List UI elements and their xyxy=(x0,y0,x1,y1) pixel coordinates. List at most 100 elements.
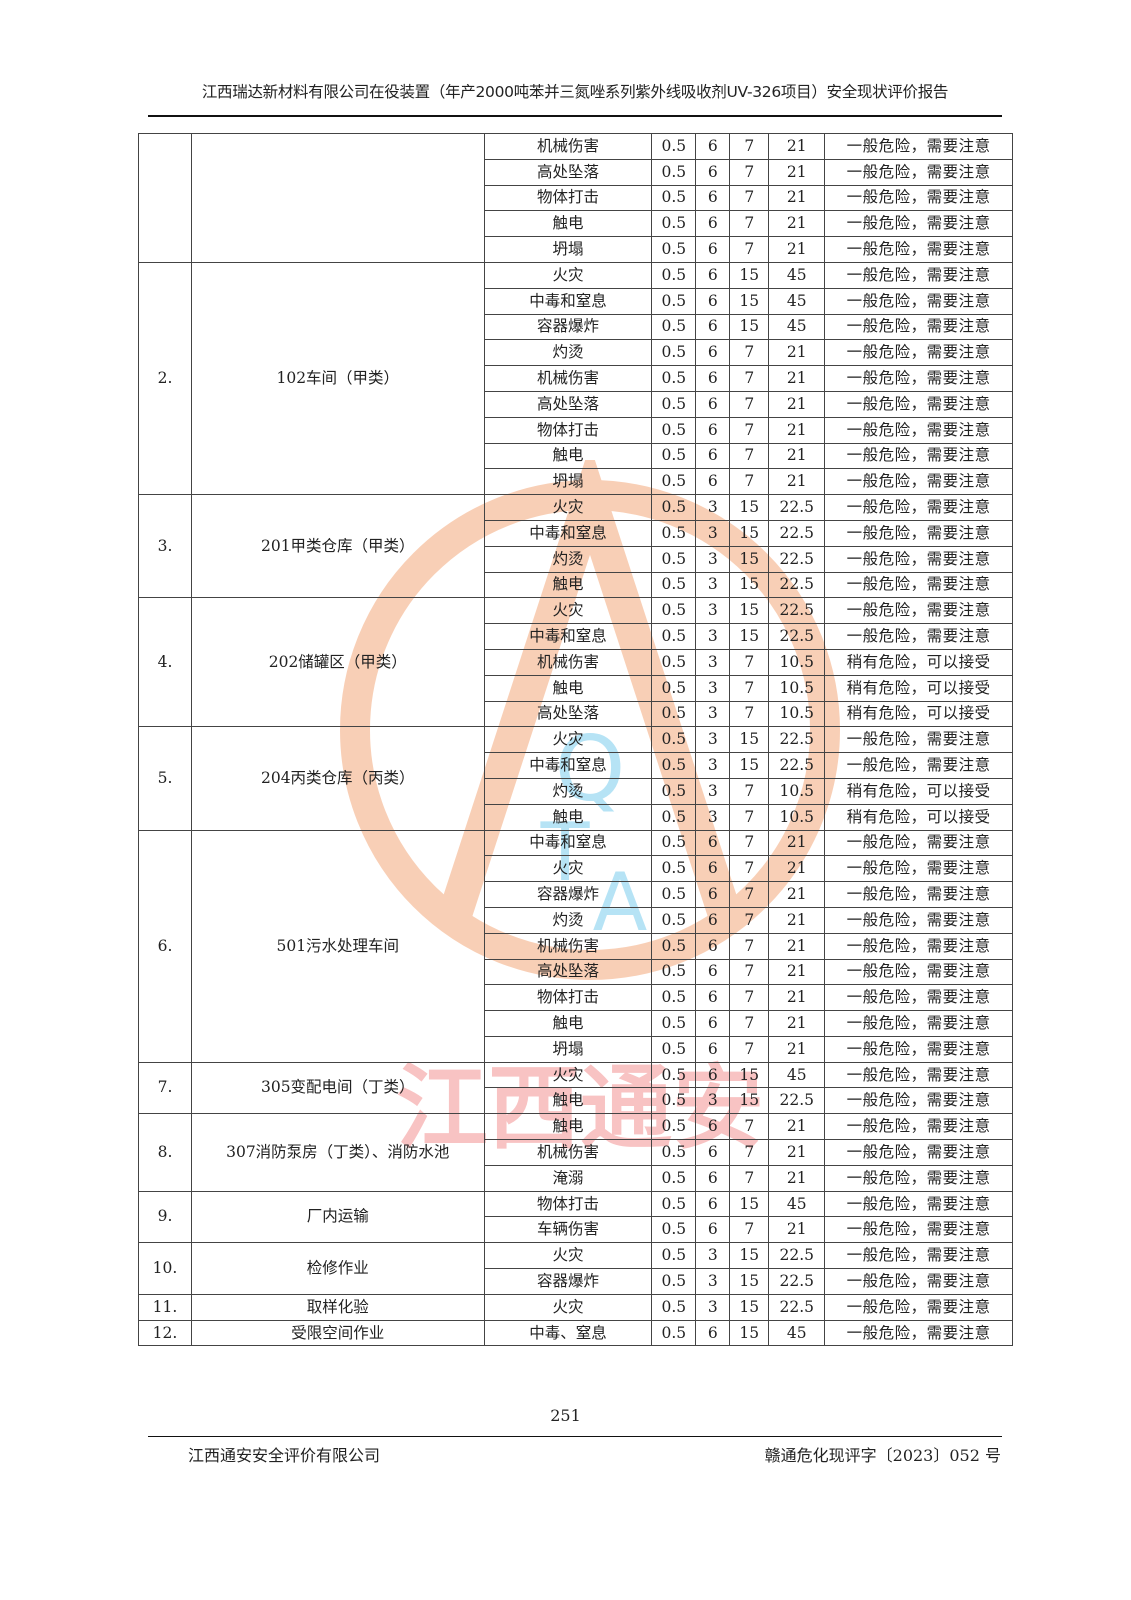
l-value-cell: 0.5 xyxy=(651,1242,697,1270)
table-row: 2. 102车间（甲类） 火灾 0.5 6 15 45 一般危险，需要注意 xyxy=(138,261,1013,496)
d-value-cell: 22.5 xyxy=(768,1242,826,1270)
d-value-cell: 21 xyxy=(768,1164,826,1192)
e-value-cell: 6 xyxy=(695,390,731,418)
l-value-cell: 0.5 xyxy=(651,752,697,779)
header-divider xyxy=(148,115,1002,117)
hazard-cell: 车辆伤害 xyxy=(483,1216,653,1244)
e-value-cell: 3 xyxy=(695,752,731,779)
unit-name-cell: 305变配电间（丁类） xyxy=(190,1061,485,1115)
d-value-cell: 21 xyxy=(768,881,826,908)
risk-level-cell: 一般危险，需要注意 xyxy=(824,1139,1013,1166)
e-value-cell: 6 xyxy=(695,984,731,1012)
risk-level-cell: 一般危险，需要注意 xyxy=(824,313,1013,341)
hazard-cell: 中毒和窒息 xyxy=(483,623,653,650)
hazard-cell: 火灾 xyxy=(483,1293,653,1321)
table-row: 触电 0.5 6 7 21 一般危险，需要注意 xyxy=(139,1010,1013,1037)
e-value-cell: 6 xyxy=(695,958,731,986)
risk-level-cell: 一般危险，需要注意 xyxy=(824,1087,1013,1115)
c-value-cell: 7 xyxy=(729,210,770,238)
table-row: 触电 0.5 3 15 22.5 一般危险，需要注意 xyxy=(139,1087,1013,1115)
c-value-cell: 7 xyxy=(729,236,770,263)
e-value-cell: 6 xyxy=(695,1113,731,1141)
c-value-cell: 15 xyxy=(729,752,770,779)
l-value-cell: 0.5 xyxy=(651,390,697,418)
table-row: 容器爆炸 0.5 6 7 21 一般危险，需要注意 xyxy=(139,881,1013,908)
e-value-cell: 3 xyxy=(695,571,731,599)
c-value-cell: 7 xyxy=(729,906,770,934)
c-value-cell: 7 xyxy=(729,984,770,1012)
risk-level-cell: 一般危险，需要注意 xyxy=(824,236,1013,263)
e-value-cell: 3 xyxy=(695,545,731,573)
e-value-cell: 3 xyxy=(695,519,731,547)
hazard-cell: 火灾 xyxy=(483,855,653,883)
hazard-cell: 物体打击 xyxy=(483,416,653,444)
hazard-cell: 机械伤害 xyxy=(483,365,653,392)
item-number-cell: 4. xyxy=(138,597,192,728)
d-value-cell: 45 xyxy=(768,287,826,315)
table-row: 容器爆炸 0.5 6 15 45 一般危险，需要注意 xyxy=(139,313,1013,341)
d-value-cell: 22.5 xyxy=(768,1293,826,1321)
l-value-cell: 0.5 xyxy=(651,287,697,315)
unit-name-cell: 受限空间作业 xyxy=(190,1319,485,1347)
c-value-cell: 15 xyxy=(729,1293,770,1321)
e-value-cell: 6 xyxy=(695,442,731,470)
d-value-cell: 10.5 xyxy=(768,777,826,805)
d-value-cell: 22.5 xyxy=(768,571,826,599)
d-value-cell: 45 xyxy=(768,1061,826,1089)
risk-level-cell: 稍有危险，可以接受 xyxy=(824,700,1013,728)
d-value-cell: 22.5 xyxy=(768,519,826,547)
e-value-cell: 6 xyxy=(695,158,731,186)
c-value-cell: 15 xyxy=(729,1190,770,1218)
table-row: 4. 202储罐区（甲类） 火灾 0.5 3 15 22.5 一般危险，需要注意 xyxy=(138,597,1013,728)
c-value-cell: 7 xyxy=(729,1164,770,1192)
risk-level-cell: 一般危险，需要注意 xyxy=(824,339,1013,367)
l-value-cell: 0.5 xyxy=(651,261,697,289)
l-value-cell: 0.5 xyxy=(651,210,697,238)
risk-level-cell: 稍有危险，可以接受 xyxy=(824,777,1013,805)
table-row: 车辆伤害 0.5 6 7 21 一般危险，需要注意 xyxy=(139,1216,1013,1244)
hazard-cell: 淹溺 xyxy=(483,1164,653,1192)
hazard-cell: 高处坠落 xyxy=(483,700,653,728)
d-value-cell: 22.5 xyxy=(768,1268,826,1295)
unit-name-cell: 201甲类仓库（甲类） xyxy=(190,494,485,599)
hazard-cell: 火灾 xyxy=(483,1061,653,1089)
hazard-cell: 触电 xyxy=(483,803,653,831)
d-value-cell: 21 xyxy=(768,468,826,496)
risk-level-cell: 一般危险，需要注意 xyxy=(824,829,1013,857)
e-value-cell: 6 xyxy=(695,1061,731,1089)
hazard-cell: 火灾 xyxy=(483,597,653,625)
table-row: 5. 204丙类仓库（丙类） 火灾 0.5 3 15 22.5 一般危险，需要注意 xyxy=(138,726,1013,831)
e-value-cell: 6 xyxy=(695,339,731,367)
footer-divider xyxy=(148,1436,1002,1437)
unit-name-cell: 501污水处理车间 xyxy=(190,829,485,1063)
e-value-cell: 3 xyxy=(695,777,731,805)
c-value-cell: 15 xyxy=(729,545,770,573)
risk-level-cell: 一般危险，需要注意 xyxy=(824,1164,1013,1192)
risk-level-cell: 一般危险，需要注意 xyxy=(824,932,1013,960)
risk-level-cell: 一般危险，需要注意 xyxy=(824,184,1013,212)
table-row: 10. 检修作业 火灾 0.5 3 15 22.5 一般危险，需要注意 xyxy=(138,1242,1013,1295)
table-row: 触电 0.5 3 7 10.5 稍有危险，可以接受 xyxy=(139,674,1013,702)
l-value-cell: 0.5 xyxy=(651,545,697,573)
c-value-cell: 7 xyxy=(729,184,770,212)
risk-level-cell: 一般危险，需要注意 xyxy=(824,1035,1013,1063)
table-row: 触电 0.5 3 15 22.5 一般危险，需要注意 xyxy=(139,571,1013,599)
c-value-cell: 15 xyxy=(729,313,770,341)
risk-level-cell: 一般危险，需要注意 xyxy=(824,958,1013,986)
c-value-cell: 7 xyxy=(729,881,770,908)
e-value-cell: 6 xyxy=(695,261,731,289)
l-value-cell: 0.5 xyxy=(651,906,697,934)
risk-level-cell: 一般危险，需要注意 xyxy=(824,545,1013,573)
e-value-cell: 3 xyxy=(695,674,731,702)
risk-level-cell: 一般危险，需要注意 xyxy=(824,597,1013,625)
hazard-cell: 机械伤害 xyxy=(483,932,653,960)
d-value-cell: 21 xyxy=(768,416,826,444)
l-value-cell: 0.5 xyxy=(651,648,697,676)
e-value-cell: 3 xyxy=(695,803,731,831)
hazard-cell: 中毒、窒息 xyxy=(483,1319,653,1347)
risk-level-cell: 一般危险，需要注意 xyxy=(824,906,1013,934)
d-value-cell: 21 xyxy=(768,133,826,160)
risk-level-cell: 稍有危险，可以接受 xyxy=(824,803,1013,831)
l-value-cell: 0.5 xyxy=(651,1139,697,1166)
table-row: 坍塌 0.5 6 7 21 一般危险，需要注意 xyxy=(139,468,1013,496)
